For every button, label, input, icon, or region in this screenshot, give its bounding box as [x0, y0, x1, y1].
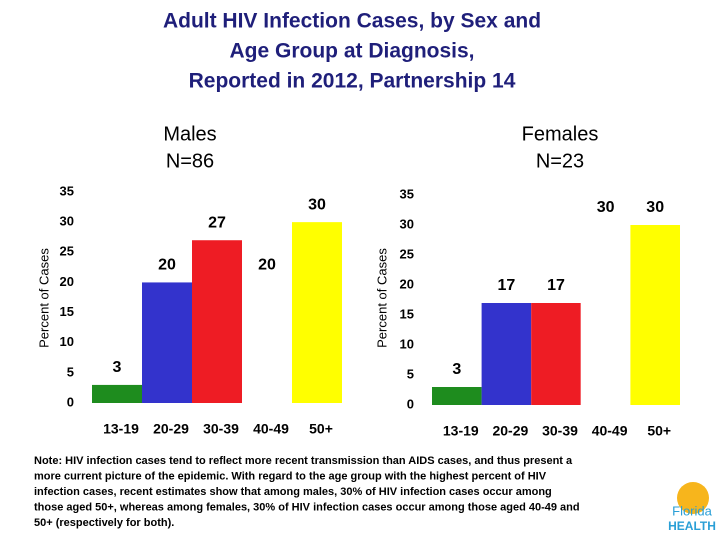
y-tick-label: 25	[60, 244, 74, 259]
y-tick-label: 30	[60, 214, 74, 229]
y-tick-label: 35	[60, 183, 74, 198]
bar	[292, 222, 342, 403]
x-tick-label: 40-49	[253, 421, 289, 437]
note-line: more current picture of the epidemic. Wi…	[34, 470, 547, 482]
title-line: Reported in 2012, Partnership 14	[189, 70, 516, 93]
y-tick-label: 20	[400, 276, 414, 291]
bar	[432, 387, 482, 405]
y-tick-label: 30	[400, 216, 414, 231]
bar	[481, 303, 532, 405]
y-tick-label: 5	[67, 364, 74, 379]
bar	[531, 303, 581, 405]
logo-sun	[677, 482, 709, 514]
chart-title: Males	[163, 123, 216, 145]
y-tick-label: 25	[400, 246, 414, 261]
x-tick-label: 30-39	[203, 421, 239, 437]
x-tick-label: 30-39	[542, 423, 578, 439]
x-tick-label: 13-19	[103, 421, 139, 437]
bar	[242, 282, 292, 403]
y-tick-label: 15	[60, 304, 74, 319]
value-label: 17	[547, 277, 565, 294]
logo-text: Florida	[672, 503, 713, 518]
y-axis-label: Percent of Cases	[36, 248, 51, 348]
bar	[580, 225, 631, 405]
bar	[630, 225, 680, 405]
x-tick-label: 13-19	[443, 423, 479, 439]
note-line: those aged 50+, whereas among females, 3…	[34, 501, 580, 513]
bar	[142, 282, 192, 403]
value-label: 20	[258, 257, 276, 274]
title-line: Adult HIV Infection Cases, by Sex and	[163, 10, 541, 33]
value-label: 30	[308, 196, 326, 213]
value-label: 30	[597, 199, 615, 216]
x-tick-label: 20-29	[153, 421, 189, 437]
note-line: 50+ (respectively for both).	[34, 517, 174, 529]
note-line: Note: HIV infection cases tend to reflec…	[34, 455, 573, 467]
chart-title: N=86	[166, 150, 214, 172]
y-tick-label: 0	[67, 394, 74, 409]
value-label: 30	[646, 199, 664, 216]
bar	[92, 384, 142, 403]
value-label: 17	[498, 277, 516, 294]
logo-text: HEALTH	[668, 519, 716, 533]
chart-title: Females	[522, 123, 599, 145]
title-line: Age Group at Diagnosis,	[229, 40, 474, 63]
note-line: infection cases, recent estimates show t…	[34, 486, 552, 498]
y-tick-label: 5	[407, 366, 414, 381]
value-label: 3	[452, 361, 461, 378]
value-label: 20	[158, 257, 176, 274]
x-tick-label: 40-49	[592, 423, 628, 439]
value-label: 3	[113, 359, 122, 376]
chart-title: N=23	[536, 150, 584, 172]
x-tick-label: 50+	[309, 421, 333, 437]
x-tick-label: 50+	[647, 423, 671, 439]
y-tick-label: 0	[407, 396, 414, 411]
y-axis-label: Percent of Cases	[374, 248, 389, 348]
y-tick-label: 35	[400, 186, 414, 201]
y-tick-label: 20	[60, 274, 74, 289]
y-tick-label: 10	[60, 334, 74, 349]
logo: Florida HEALTH	[668, 482, 716, 533]
y-tick-label: 10	[400, 336, 414, 351]
bar	[192, 240, 242, 403]
x-tick-label: 20-29	[492, 423, 528, 439]
y-tick-label: 15	[400, 306, 414, 321]
value-label: 27	[208, 214, 226, 231]
